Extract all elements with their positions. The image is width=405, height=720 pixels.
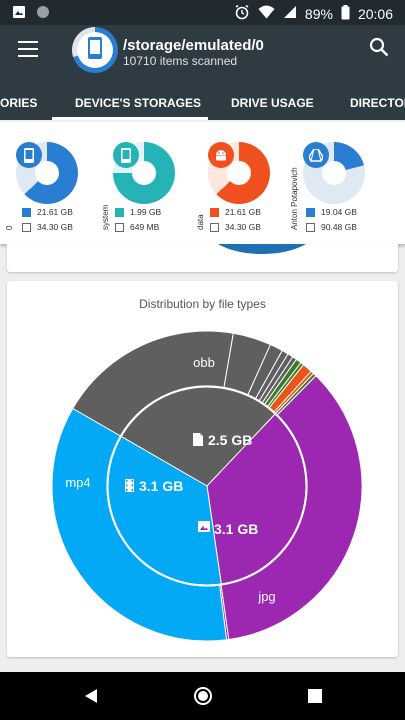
storage-used: 21.61 GB	[37, 207, 73, 217]
distribution-title: Distribution by file types	[139, 297, 266, 311]
distribution-pie-chart[interactable]: obb mp4 jpg 2.5 GB 3.1 GB	[7, 281, 398, 657]
circle-icon	[36, 5, 50, 22]
storage-item-drive[interactable]: Anton Potapovich 19.04 GB 90.48 GB	[290, 122, 390, 244]
outer-label-jpg: jpg	[257, 589, 275, 604]
battery-icon	[341, 4, 350, 23]
storage-used: 21.61 GB	[225, 207, 261, 217]
status-time: 20:06	[357, 5, 393, 22]
tab-devices-storages[interactable]: DEVICE'S STORAGES	[75, 96, 201, 110]
android-icon	[208, 142, 234, 168]
navigation-bar	[0, 672, 405, 720]
previous-card-bottom	[7, 244, 398, 272]
used-swatch	[210, 207, 219, 217]
storage-logo[interactable]	[72, 27, 118, 73]
tab-directories[interactable]: DIRECTOR	[350, 96, 405, 110]
storage-label: 0	[5, 225, 14, 230]
phone-icon	[85, 36, 105, 64]
file-icon	[193, 433, 203, 446]
total-swatch	[22, 222, 31, 232]
image-icon	[198, 521, 210, 532]
battery-percent: 89%	[304, 5, 333, 22]
inner-label-video: 3.1 GB	[125, 478, 183, 494]
tab-bar: ORIES DEVICE'S STORAGES DRIVE USAGE DIRE…	[0, 88, 405, 120]
svg-text:2.5 GB: 2.5 GB	[208, 432, 252, 448]
tab-indicator	[52, 117, 208, 120]
inner-label-other: 2.5 GB	[193, 432, 252, 448]
tab-drive-usage[interactable]: DRIVE USAGE	[231, 96, 314, 110]
storage-item-0[interactable]: 0 21.61 GB 34.30 GB	[0, 122, 100, 244]
phone-icon	[16, 142, 42, 168]
status-bar: 89% 20:06	[0, 0, 405, 25]
storage-used: 19.04 GB	[321, 207, 357, 217]
page-subtitle: 10710 items scanned	[123, 54, 238, 68]
home-icon[interactable]	[193, 686, 213, 711]
inner-label-image: 3.1 GB	[198, 521, 258, 537]
total-swatch	[210, 222, 219, 232]
storage-total: 34.30 GB	[37, 222, 73, 232]
image-icon	[12, 5, 26, 22]
signal-icon	[283, 5, 297, 22]
menu-icon[interactable]	[18, 41, 38, 57]
svg-text:3.1 GB: 3.1 GB	[214, 521, 258, 537]
total-swatch	[306, 222, 315, 232]
storage-total: 34.30 GB	[225, 222, 261, 232]
search-icon[interactable]	[369, 37, 389, 62]
app-bar: /storage/emulated/0 10710 items scanned …	[0, 25, 405, 120]
storage-label: Anton Potapovich	[290, 167, 299, 230]
used-swatch	[306, 207, 315, 217]
svg-text:3.1 GB: 3.1 GB	[139, 478, 183, 494]
film-icon	[125, 479, 134, 492]
storage-item-system[interactable]: system 1.99 GB 649 MB	[100, 122, 200, 244]
tab-categories[interactable]: ORIES	[0, 96, 38, 110]
back-icon[interactable]	[84, 688, 98, 709]
ring-separator	[106, 385, 308, 587]
drive-icon	[303, 142, 329, 168]
alarm-icon	[234, 4, 250, 23]
distribution-card: Distribution by file types obb mp4 jpg 2…	[7, 281, 398, 657]
outer-label-obb: obb	[193, 355, 215, 370]
storage-item-data[interactable]: data 21.61 GB 34.30 GB	[196, 122, 296, 244]
page-title: /storage/emulated/0	[123, 37, 264, 54]
total-swatch	[115, 222, 124, 232]
storage-total: 90.48 GB	[321, 222, 357, 232]
storage-used: 1.99 GB	[130, 207, 162, 217]
storage-label: data	[196, 214, 205, 230]
recents-icon[interactable]	[308, 689, 322, 708]
phone-icon	[113, 142, 139, 168]
used-swatch	[115, 207, 124, 217]
wifi-icon	[258, 5, 275, 22]
storage-strip: 0 21.61 GB 34.30 GB system 1.99 GB 6	[0, 122, 405, 244]
storage-label: system	[101, 204, 110, 230]
used-swatch	[22, 207, 31, 217]
storage-total: 649 MB	[130, 222, 160, 232]
outer-label-mp4: mp4	[65, 475, 90, 490]
